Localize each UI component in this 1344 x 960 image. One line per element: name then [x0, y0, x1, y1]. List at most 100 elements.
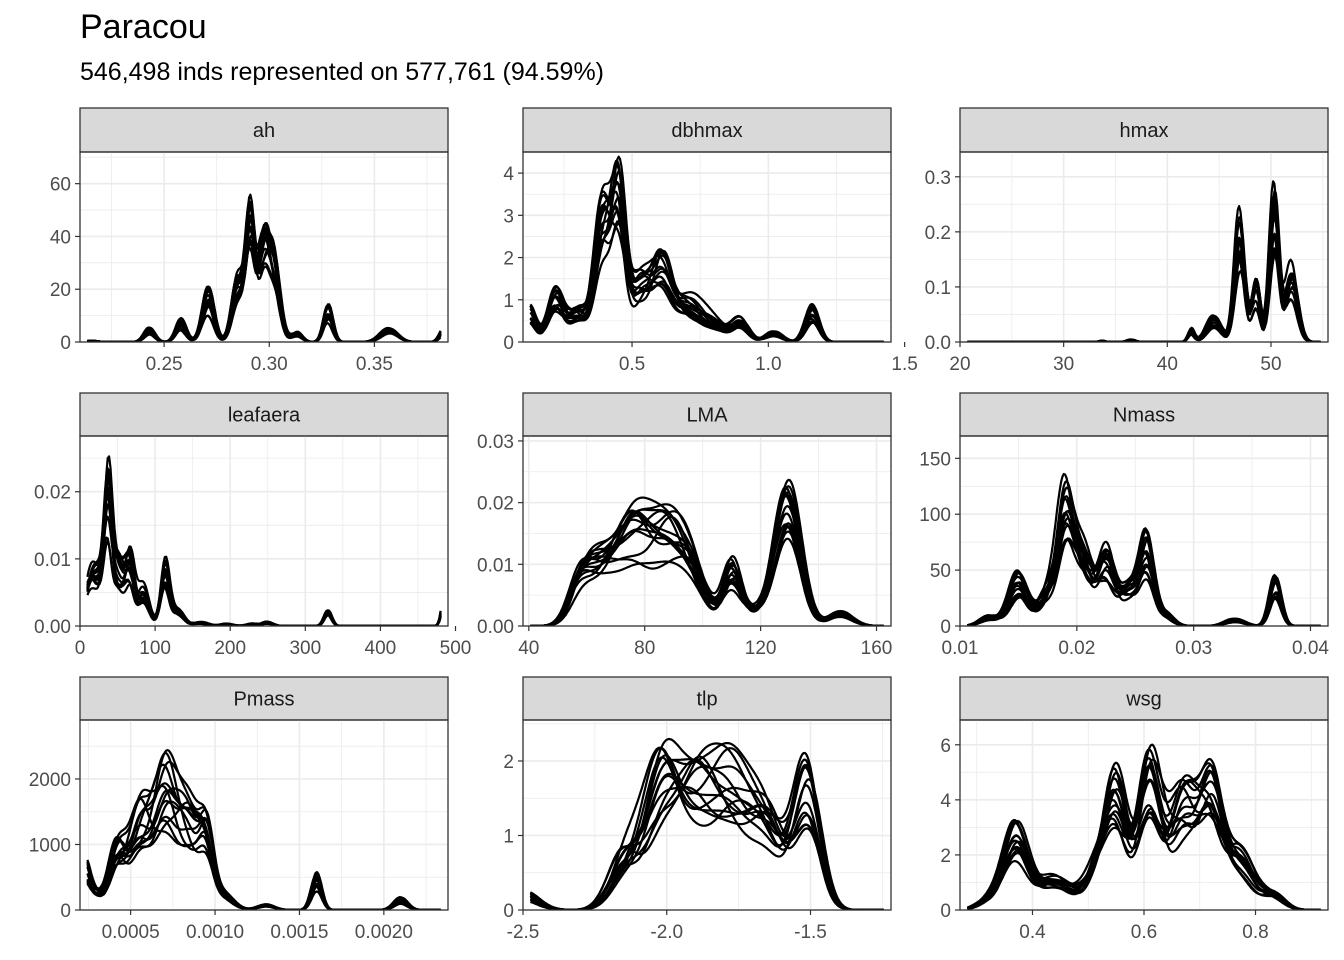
- density-line: [86, 487, 442, 626]
- x-tick-label: 80: [634, 638, 655, 659]
- gridlines: [960, 720, 1328, 911]
- panel-border: [522, 719, 892, 911]
- y-tick-label: 0: [940, 617, 951, 638]
- density-line: [529, 742, 884, 910]
- y-tick-label: 150: [919, 449, 951, 470]
- y-tick-label: 100: [919, 505, 951, 526]
- chart-subtitle: 546,498 inds represented on 577,761 (94.…: [80, 58, 604, 86]
- panel-border: [959, 435, 1329, 627]
- density-line: [87, 193, 442, 342]
- x-tick-label: -2.0: [650, 922, 683, 943]
- x-tick-label: 0.35: [356, 354, 393, 375]
- facet-panel-pmass: Pmass 0.0005 0.0010 0.0015 0.0020 0 1000 2000: [29, 676, 449, 943]
- y-tick-label: 0.03: [477, 432, 514, 453]
- x-tick-label: 200: [214, 638, 246, 659]
- panel-border: [959, 151, 1329, 343]
- y-tick-label: 0.2: [925, 223, 951, 244]
- facet-strip: [522, 107, 892, 153]
- density-line: [86, 752, 441, 910]
- panel-border: [522, 151, 892, 343]
- x-tick-label: 30: [1053, 354, 1074, 375]
- y-tick-label: 0.00: [34, 617, 71, 638]
- y-tick-label: 0.1: [925, 278, 951, 299]
- x-tick-label: 40: [518, 638, 539, 659]
- density-line: [87, 200, 442, 342]
- density-line: [529, 194, 884, 342]
- x-tick-label: 0: [75, 638, 86, 659]
- x-tick-label: 100: [139, 638, 171, 659]
- x-tick-label: 0.0005: [102, 922, 160, 943]
- density-line: [86, 800, 441, 910]
- facet-panel-hmax: hmax 20 30 40 50 0.0 0.1 0.2 0.3: [925, 107, 1329, 375]
- density-line: [967, 758, 1321, 910]
- density-line: [967, 780, 1321, 910]
- facet-label: Pmass: [233, 689, 294, 711]
- x-tick-label: 300: [289, 638, 321, 659]
- density-line: [967, 201, 1321, 342]
- density-line: [86, 749, 441, 910]
- y-tick-label: 0: [503, 333, 514, 354]
- x-tick-label: 0.30: [251, 354, 288, 375]
- y-tick-label: 0: [60, 901, 71, 922]
- x-tick-label: 0.4: [1019, 922, 1046, 943]
- facet-strip: [79, 392, 449, 437]
- gridlines: [522, 720, 891, 911]
- y-tick-label: 1000: [29, 835, 71, 856]
- density-line: [967, 486, 1321, 626]
- density-line: [530, 485, 884, 626]
- y-tick-label: 0.3: [925, 168, 951, 189]
- facet-strip: [959, 676, 1329, 721]
- x-tick-label: -2.5: [507, 922, 540, 943]
- panel-border: [79, 719, 449, 911]
- facet-panel-lma: LMA 40 80 120 160 0.00 0.01 0.02 0.03: [477, 392, 892, 659]
- x-tick-label: 0.0015: [270, 922, 328, 943]
- y-tick-label: 4: [940, 791, 951, 812]
- facet-panel-nmass: Nmass 0.01 0.02 0.03 0.04 0 50 100 150: [919, 392, 1329, 659]
- density-line: [86, 474, 442, 626]
- x-tick-label: 0.8: [1242, 922, 1268, 943]
- facet-label: Nmass: [1113, 405, 1175, 427]
- y-tick-label: 1: [503, 291, 514, 312]
- y-tick-label: 2: [940, 846, 951, 867]
- density-line: [86, 784, 441, 910]
- y-tick-label: 0.0: [925, 333, 951, 354]
- chart-title: Paracou: [80, 8, 207, 46]
- density-line: [86, 799, 441, 910]
- facet-panel-leafaera: leafaera 0 100 200 300 400 500 0.00 0.01 0.02: [34, 392, 471, 659]
- facet-strip: [79, 676, 449, 721]
- facet-strip: [522, 676, 892, 721]
- density-line: [86, 515, 442, 626]
- y-tick-label: 0.01: [477, 555, 514, 576]
- y-tick-label: 2: [503, 752, 514, 773]
- density-line: [967, 743, 1321, 910]
- y-tick-label: 0.02: [477, 494, 514, 515]
- y-tick-label: 6: [940, 736, 951, 757]
- x-tick-label: 0.5: [619, 354, 645, 375]
- y-tick-label: 2000: [29, 770, 71, 791]
- x-tick-label: 20: [949, 354, 970, 375]
- x-tick-label: 0.04: [1292, 638, 1329, 659]
- facet-label: wsg: [1125, 689, 1162, 711]
- facet-strip: [959, 392, 1329, 437]
- y-tick-label: 2: [503, 249, 514, 270]
- density-line: [86, 488, 442, 626]
- facet-label: tlp: [696, 689, 717, 711]
- y-tick-label: 1: [503, 826, 514, 847]
- facet-label: LMA: [686, 405, 728, 427]
- x-tick-label: 0.0020: [355, 922, 413, 943]
- x-tick-label: 400: [365, 638, 397, 659]
- y-tick-label: 0: [503, 901, 514, 922]
- density-line: [529, 746, 884, 910]
- x-tick-label: 120: [745, 638, 777, 659]
- x-tick-label: 0.01: [942, 638, 979, 659]
- y-tick-label: 4: [503, 164, 514, 185]
- density-line: [529, 169, 884, 342]
- y-tick-label: 0: [60, 333, 71, 354]
- facet-panel-dbhmax: dbhmax 0.5 1.0 1.5 0 1 2 3 4: [503, 107, 918, 375]
- facet-label: dbhmax: [671, 120, 742, 142]
- panel-border: [79, 435, 449, 627]
- panel-border: [79, 151, 449, 343]
- y-tick-label: 0.00: [477, 617, 514, 638]
- facet-panel-tlp: tlp -2.5 -2.0 -1.5 0 1 2: [503, 676, 892, 943]
- y-tick-label: 0.01: [34, 550, 71, 571]
